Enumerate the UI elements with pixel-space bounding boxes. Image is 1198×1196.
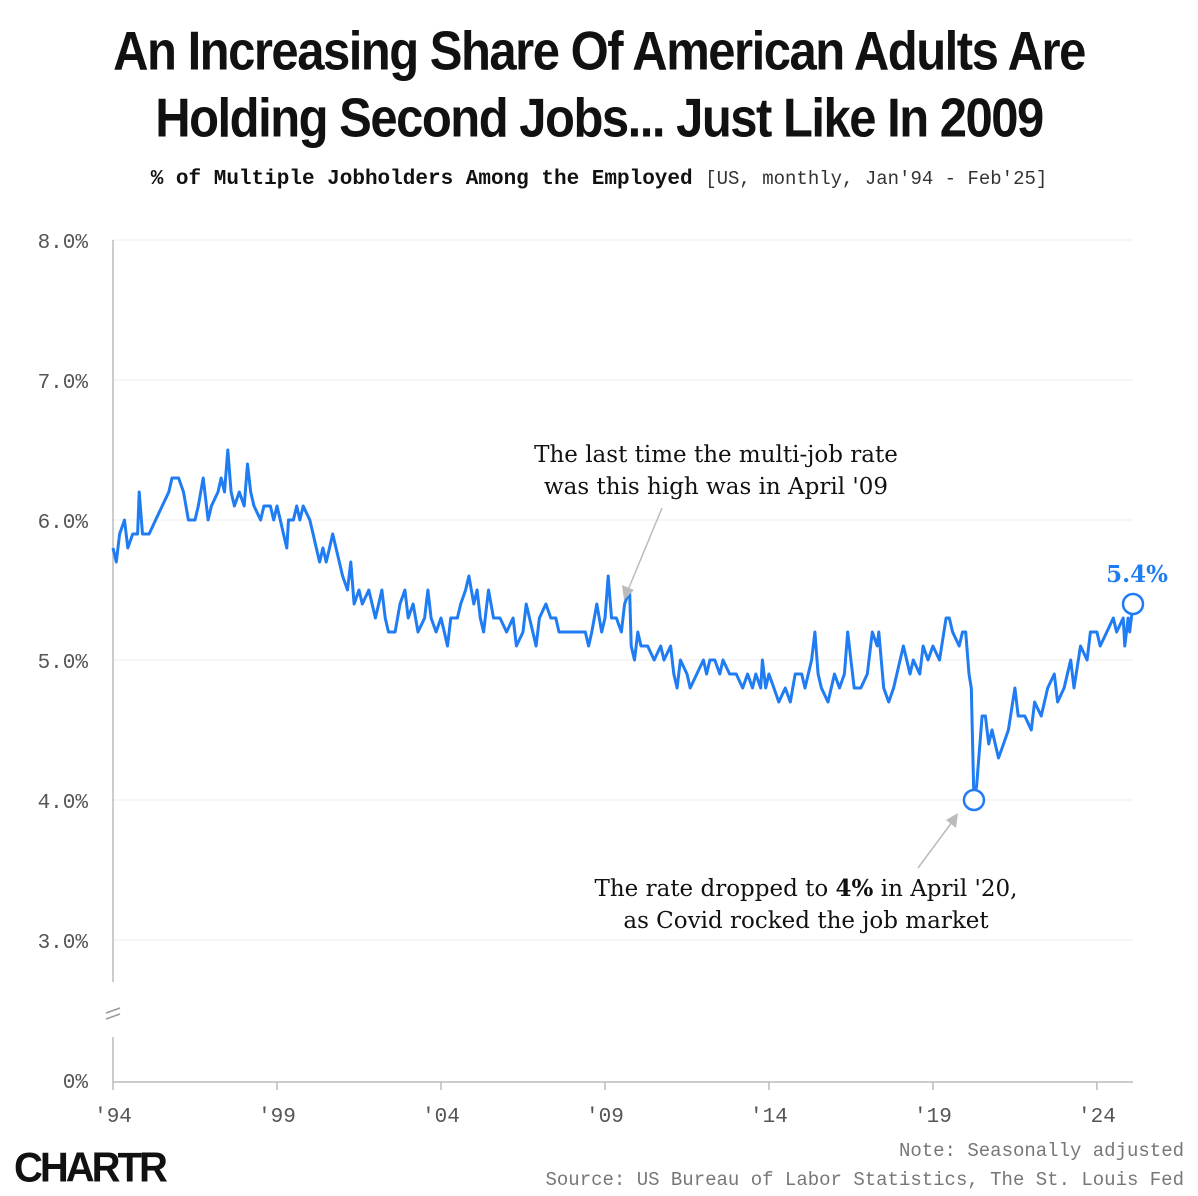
axes [105, 240, 1133, 1083]
annotation-2020-bold: 4% [836, 875, 874, 902]
annotation-2009-line-2: was this high was in April '09 [544, 474, 888, 500]
x-tick-label: '14 [750, 1106, 788, 1129]
y-axis-ticks: 0% 3.0% 4.0% 5.0% 6.0% 7.0% 8.0% [38, 232, 89, 1095]
subtitle-meta: [US, monthly, Jan'94 - Feb'25] [705, 168, 1048, 190]
y-tick-label: 5.0% [38, 652, 89, 675]
x-axis-ticks: '94 '99 '04 '09 '14 '19 '24 [94, 1082, 1116, 1129]
annotation-2020-text-b: in April '20, [873, 876, 1017, 902]
annotation-2020-text-a: The rate dropped to [595, 876, 836, 902]
chart-title: An Increasing Share Of American Adults A… [0, 18, 1198, 152]
annotation-2020-line-2: as Covid rocked the job market [623, 908, 989, 934]
source-text: Source: US Bureau of Labor Statistics, T… [545, 1169, 1184, 1191]
y-tick-label: 0% [63, 1072, 89, 1095]
series-line-multiple-jobholders [111, 448, 1135, 802]
x-tick-label: '19 [914, 1106, 952, 1129]
x-tick-label: '94 [94, 1106, 132, 1129]
annotation-2009-line-1: The last time the multi-job rate [534, 442, 898, 468]
annotation-2020-arrowhead [946, 813, 958, 828]
y-tick-label: 6.0% [38, 512, 89, 535]
x-tick-label: '04 [422, 1106, 460, 1129]
highlight-markers [962, 592, 1145, 812]
end-value-label: 5.4% [1106, 561, 1168, 588]
y-tick-label: 4.0% [38, 792, 89, 815]
y-tick-label: 7.0% [38, 372, 89, 395]
y-tick-label: 3.0% [38, 932, 89, 955]
axis-break-icon [105, 1007, 121, 1020]
highlight-point [962, 788, 986, 812]
annotation-2020: The rate dropped to 4% in April '20, as … [595, 813, 1018, 934]
chartr-logo: CHARTR [14, 1144, 168, 1192]
title-line-1: An Increasing Share Of American Adults A… [113, 21, 1086, 82]
title-line-2: Holding Second Jobs... Just Like In 2009 [155, 88, 1044, 150]
annotation-2009-arrowhead [622, 585, 634, 600]
x-tick-label: '09 [586, 1106, 624, 1129]
highlight-point [1121, 592, 1145, 616]
annotation-2009-arrow [627, 507, 663, 591]
y-tick-label: 8.0% [38, 232, 89, 255]
note-text: Note: Seasonally adjusted [898, 1140, 1184, 1162]
annotation-2020-arrow [917, 821, 953, 869]
subtitle-text: % of Multiple Jobholders Among the Emplo… [150, 168, 693, 191]
chart-subtitle: % of Multiple Jobholders Among the Emplo… [0, 168, 1198, 191]
annotation-2020-line-1: The rate dropped to 4% in April '20, [595, 875, 1018, 902]
x-tick-label: '99 [258, 1106, 296, 1129]
x-tick-label: '24 [1078, 1106, 1116, 1129]
annotation-2009: The last time the multi-job rate was thi… [534, 442, 898, 600]
